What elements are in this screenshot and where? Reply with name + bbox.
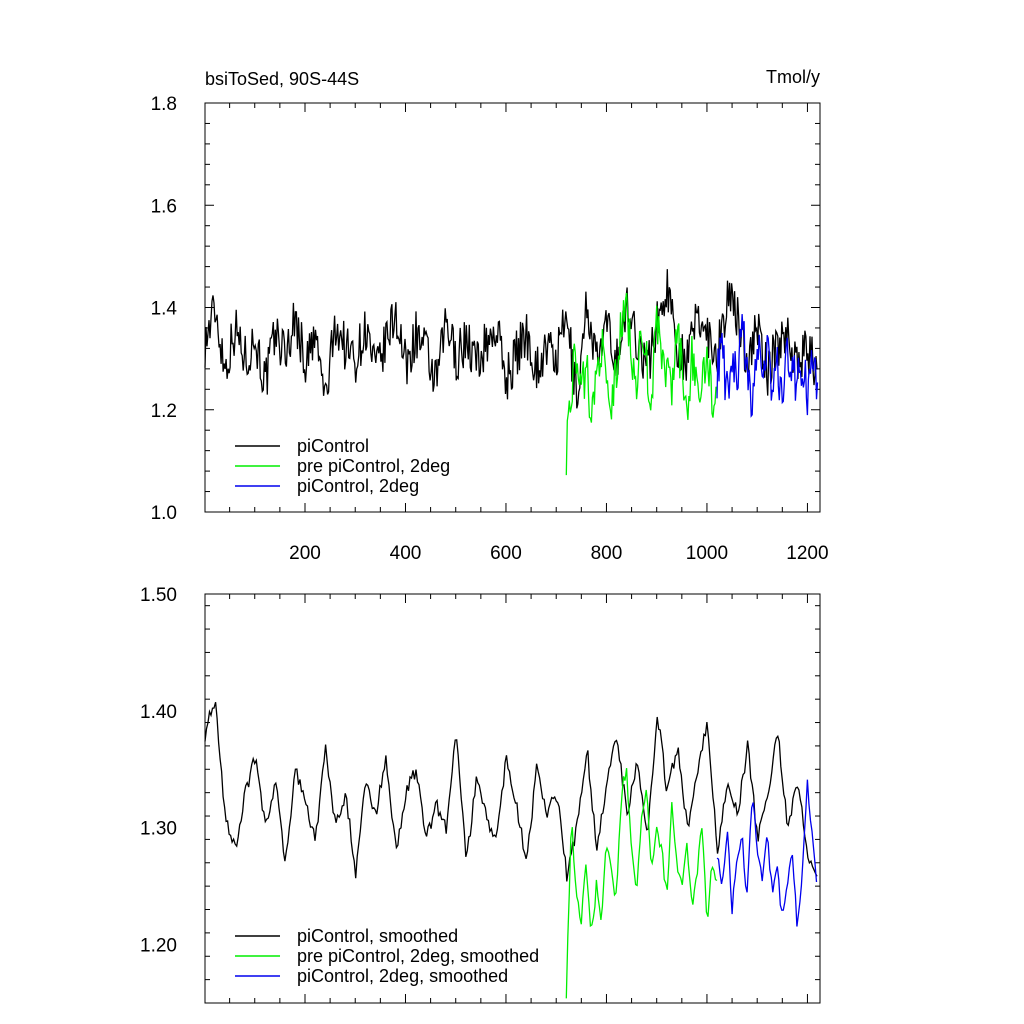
chart-title: bsiToSed, 90S-44S xyxy=(205,69,359,89)
y-tick-label: 1.50 xyxy=(140,585,177,606)
legend-label: piControl, 2deg xyxy=(297,476,419,496)
series-line-3 xyxy=(716,314,819,418)
x-tick-label: 800 xyxy=(591,543,623,564)
series-line-3 xyxy=(716,779,818,927)
plot-frame xyxy=(204,593,821,1004)
x-tick-label: 600 xyxy=(490,543,522,564)
x-tick-label: 1000 xyxy=(686,543,728,564)
series-line-1 xyxy=(204,702,818,882)
legend-label: piControl xyxy=(297,436,369,456)
y-tick-label: 1.0 xyxy=(151,503,177,524)
y-tick-label: 1.20 xyxy=(140,936,177,957)
y-tick-label: 1.8 xyxy=(151,94,177,115)
legend-label: pre piControl, 2deg, smoothed xyxy=(297,946,539,966)
x-tick-label: 1200 xyxy=(786,543,828,564)
y-tick-label: 1.40 xyxy=(140,702,177,723)
units-label: Tmol/y xyxy=(766,67,820,87)
y-tick-label: 1.6 xyxy=(151,196,177,217)
series-line-2 xyxy=(565,768,718,999)
y-tick-label: 1.2 xyxy=(151,401,177,422)
x-tick-label: 400 xyxy=(390,543,422,564)
legend-label: pre piControl, 2deg xyxy=(297,456,450,476)
legend-label: piControl, smoothed xyxy=(297,926,458,946)
series-line-1 xyxy=(204,269,818,409)
y-tick-label: 1.30 xyxy=(140,819,177,840)
legend-label: piControl, 2deg, smoothed xyxy=(297,966,508,986)
y-tick-label: 1.4 xyxy=(151,299,178,320)
x-tick-label: 200 xyxy=(289,543,321,564)
series-line-2 xyxy=(565,292,718,476)
chart-panel-1: 1.0 1.2 1.4 1.6 1.8 200 400 600 800 1000 1200 bsiTo… xyxy=(151,67,829,564)
